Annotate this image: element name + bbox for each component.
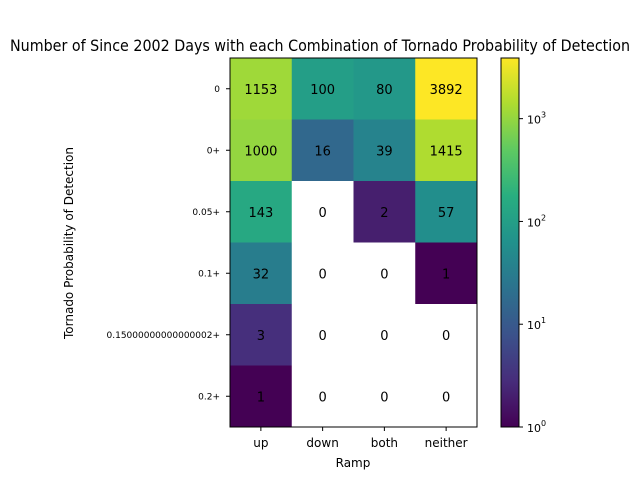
colorbar xyxy=(500,57,520,428)
x-tick-label: up xyxy=(253,436,268,450)
cell-value-label: 80 xyxy=(376,83,393,98)
cell-value-label: 1 xyxy=(257,390,265,405)
x-tick-label: down xyxy=(306,436,338,450)
colorbar-ticks: 100 101 102 103 xyxy=(519,111,546,435)
heatmap-cell xyxy=(230,119,293,182)
x-tick-label: neither xyxy=(425,436,468,450)
heatmap-cell xyxy=(291,181,354,243)
x-axis-label: Ramp xyxy=(336,456,371,470)
heatmap-cell xyxy=(415,119,478,182)
colorbar-tick-label: 102 xyxy=(527,213,546,229)
cell-value-label: 0 xyxy=(318,390,326,405)
y-tick-label: 0.15000000000000002+ xyxy=(107,331,220,341)
cell-value-label: 32 xyxy=(253,267,270,282)
heatmap-cell xyxy=(415,58,478,120)
heatmap-cell xyxy=(291,304,354,366)
cell-value-label: 1000 xyxy=(244,144,277,159)
cell-value-label: 0 xyxy=(442,329,450,344)
heatmap-cell xyxy=(353,58,416,120)
heatmap-cell xyxy=(291,119,354,182)
cell-value-label: 57 xyxy=(438,206,455,221)
heatmap-cell xyxy=(230,365,293,428)
y-axis-ticks: 0 0+ 0.05+ 0.1+ 0.15000000000000002+ 0.2+ xyxy=(107,85,230,402)
plot-frame xyxy=(229,57,478,428)
heatmap-cell xyxy=(230,242,293,305)
heatmap-cell xyxy=(415,242,478,305)
y-axis-label: Tornado Probability of Detection xyxy=(62,147,76,340)
colorbar-tick-label: 101 xyxy=(527,316,546,332)
heatmap-cell xyxy=(353,242,416,305)
y-tick-label: 0.1+ xyxy=(198,269,220,279)
y-tick-label: 0+ xyxy=(207,146,220,156)
cell-value-label: 0 xyxy=(380,267,388,282)
heatmap-cell xyxy=(353,119,416,182)
cell-value-label: 0 xyxy=(380,329,388,344)
cell-value-label: 0 xyxy=(318,267,326,282)
x-axis-ticks: up down both neither xyxy=(253,427,468,450)
heatmap-cell xyxy=(415,181,478,243)
heatmap-cell xyxy=(353,365,416,428)
cell-value-label: 16 xyxy=(314,144,331,159)
heatmap-cell xyxy=(230,304,293,366)
heatmap-cell xyxy=(291,365,354,428)
cell-value-label: 3 xyxy=(257,329,265,344)
y-tick-label: 0.2+ xyxy=(198,392,220,402)
cell-value-label: 39 xyxy=(376,144,393,159)
cell-value-label: 1153 xyxy=(244,83,277,98)
heatmap-cell xyxy=(353,304,416,366)
y-tick-label: 0 xyxy=(214,85,220,95)
cell-value-label: 0 xyxy=(318,206,326,221)
chart-title: Number of Since 2002 Days with each Comb… xyxy=(10,36,630,55)
x-tick-label: both xyxy=(371,436,398,450)
heatmap-cell xyxy=(230,181,293,243)
cell-value-label: 1 xyxy=(442,267,450,282)
cell-value-label: 143 xyxy=(248,206,273,221)
heatmap-cell xyxy=(415,365,478,428)
heatmap-cell xyxy=(291,242,354,305)
cell-value-label: 0 xyxy=(318,329,326,344)
colorbar-tick-label: 100 xyxy=(527,419,546,435)
cell-value-label: 100 xyxy=(310,83,335,98)
heatmap-cell xyxy=(230,58,293,120)
y-tick-label: 0.05+ xyxy=(192,208,220,218)
heatmap-cell xyxy=(353,181,416,243)
cell-value-label: 1415 xyxy=(430,144,463,159)
colorbar-tick-label: 103 xyxy=(527,111,546,127)
heatmap-cell xyxy=(291,58,354,120)
cell-value-label: 3892 xyxy=(430,83,463,98)
cell-value-label: 0 xyxy=(380,390,388,405)
cell-value-label: 0 xyxy=(442,390,450,405)
cell-value-label: 2 xyxy=(380,206,388,221)
heatmap-cell xyxy=(415,304,478,366)
